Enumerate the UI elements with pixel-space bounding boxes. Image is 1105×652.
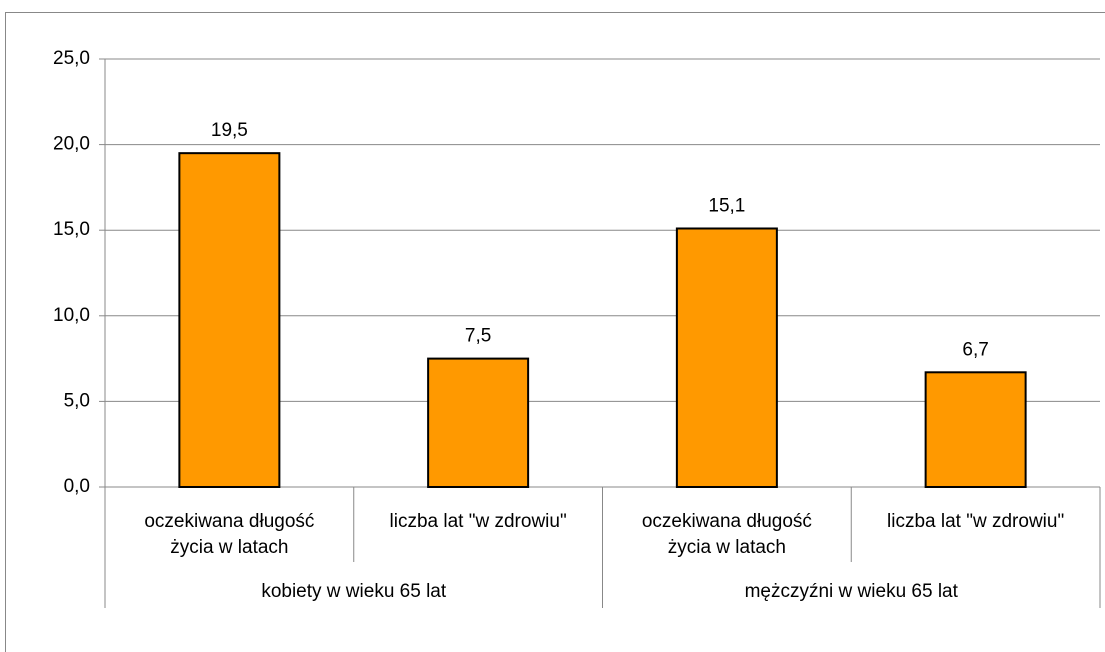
bar	[178, 152, 281, 488]
y-tick-label: 5,0	[64, 390, 90, 411]
chart-border	[5, 12, 1105, 652]
y-tick-label: 20,0	[53, 134, 90, 155]
x-tick-label: życia w latach	[668, 537, 786, 558]
bar	[675, 227, 778, 488]
value-label: 7,5	[465, 326, 491, 347]
y-tick-label: 25,0	[53, 48, 90, 69]
x-tick-label: życia w latach	[170, 537, 288, 558]
x-tick-label: liczba lat "w zdrowiu"	[390, 511, 567, 532]
bar	[427, 357, 530, 488]
bar	[924, 371, 1027, 488]
y-tick-label: 10,0	[53, 305, 90, 326]
group-label: mężczyźni w wieku 65 lat	[745, 581, 959, 602]
x-tick-label: oczekiwana długość	[144, 511, 314, 532]
x-tick-label: liczba lat "w zdrowiu"	[887, 511, 1064, 532]
group-label: kobiety w wieku 65 lat	[261, 581, 447, 602]
value-label: 19,5	[211, 120, 248, 141]
y-tick-label: 0,0	[64, 476, 90, 497]
value-label: 15,1	[708, 196, 745, 217]
y-tick-label: 15,0	[53, 219, 90, 240]
x-tick-label: oczekiwana długość	[642, 511, 812, 532]
value-label: 6,7	[962, 339, 988, 360]
